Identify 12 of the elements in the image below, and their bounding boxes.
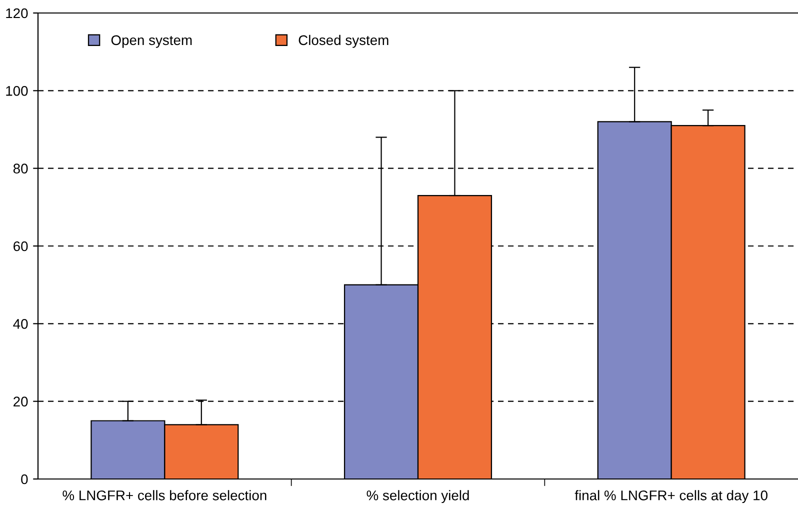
y-tick-label: 0 [21,474,28,484]
legend-label: Closed system [298,34,388,48]
y-tick-label: 80 [13,164,28,174]
y-tick-label: 120 [6,8,28,18]
x-tick-label: % LNGFR+ cells before selection [62,490,266,500]
y-tick-label: 20 [14,396,28,407]
legend-label: Open system [111,35,192,48]
x-tick-label: % selection yield [366,490,469,504]
y-tick-label: 100 [6,86,28,96]
y-tick-label: 40 [13,319,28,329]
y-tick-label: 60 [14,241,28,252]
x-tick-label: final % LNGFR+ cells at day 10 [574,490,768,504]
